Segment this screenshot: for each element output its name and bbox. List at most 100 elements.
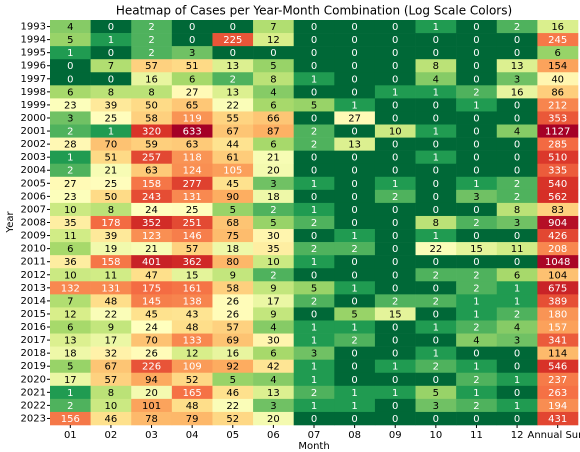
cell-label: 133 <box>183 336 202 347</box>
y-tick-label: 1993 <box>21 22 46 33</box>
cell-label: 2 <box>514 179 520 190</box>
heatmap-cell <box>496 398 538 413</box>
heatmap-cell <box>50 411 91 426</box>
cell-label: 389 <box>548 296 567 307</box>
heatmap-cell <box>293 163 335 178</box>
cell-label: 48 <box>105 296 118 307</box>
cell-label: 6 <box>514 270 520 281</box>
cell-label: 1 <box>433 349 439 360</box>
cell-label: 6 <box>270 100 276 111</box>
cell-label: 13 <box>226 87 239 98</box>
heatmap-cell <box>334 20 376 34</box>
heatmap-cell <box>50 85 91 99</box>
heatmap-cell <box>293 176 335 191</box>
cell-label: 40 <box>551 74 564 85</box>
heatmap-cell <box>90 281 132 295</box>
heatmap-cell <box>253 98 294 112</box>
heatmap-cell <box>415 124 457 138</box>
cell-label: 1 <box>108 35 114 46</box>
cell-label: 154 <box>548 61 567 72</box>
heatmap-cell <box>90 255 132 269</box>
heatmap-cell <box>334 359 376 374</box>
cell-label: 24 <box>145 323 158 334</box>
cell-label: 1 <box>392 87 398 98</box>
cell-label: 2 <box>473 323 479 334</box>
heatmap-cell <box>131 163 173 178</box>
cell-label: 540 <box>548 179 567 190</box>
cell-label: 0 <box>351 218 357 229</box>
heatmap-cell <box>415 20 457 34</box>
heatmap-cell <box>456 359 498 374</box>
cell-label: 158 <box>101 257 120 268</box>
heatmap-cell <box>537 372 579 387</box>
cell-label: 1 <box>473 362 479 373</box>
heatmap-cell <box>50 111 91 125</box>
heatmap-cell <box>293 398 335 413</box>
heatmap-cell <box>293 320 335 334</box>
cell-label: 12 <box>186 349 199 360</box>
heatmap-cell <box>171 150 213 165</box>
heatmap-cell <box>90 46 132 60</box>
heatmap-cell <box>293 20 335 34</box>
y-tick-label: 2001 <box>21 126 46 137</box>
cell-label: 2 <box>351 336 357 347</box>
heatmap-cell <box>131 398 173 413</box>
cell-label: 63 <box>186 140 199 151</box>
heatmap-cell <box>374 163 416 178</box>
y-tick-label: 2000 <box>21 113 46 124</box>
heatmap-cell <box>90 202 132 217</box>
cell-label: 0 <box>351 362 357 373</box>
cell-label: 0 <box>351 61 357 72</box>
cell-label: 0 <box>108 22 114 33</box>
heatmap-cell <box>415 294 457 308</box>
cell-label: 6 <box>67 87 73 98</box>
heatmap-cell <box>131 111 173 125</box>
heatmap-cell <box>537 359 579 374</box>
heatmap-cell <box>50 294 91 308</box>
heatmap-cell <box>131 72 173 86</box>
cell-label: 17 <box>105 336 118 347</box>
heatmap-cell <box>456 176 498 191</box>
cell-label: 86 <box>551 87 564 98</box>
cell-label: 3 <box>311 349 317 360</box>
heatmap-cell <box>212 307 254 321</box>
cell-label: 1 <box>67 48 73 59</box>
cell-label: 4 <box>433 74 439 85</box>
cell-label: 0 <box>392 414 398 425</box>
cell-label: 5 <box>67 35 73 46</box>
heatmap-cell <box>374 189 416 204</box>
heatmap-cell <box>537 33 579 47</box>
cell-label: 5 <box>67 362 73 373</box>
cell-label: 156 <box>61 414 80 425</box>
cell-label: 0 <box>514 100 520 111</box>
cell-label: 25 <box>105 113 118 124</box>
heatmap-cell <box>334 268 376 282</box>
cell-label: 0 <box>514 231 520 242</box>
heatmap-cell <box>415 372 457 387</box>
cell-label: 1 <box>351 401 357 412</box>
heatmap-cell <box>253 242 294 256</box>
y-tick-label: 2005 <box>21 178 46 189</box>
x-tick-label: 09 <box>389 430 402 441</box>
heatmap-cell <box>456 124 498 138</box>
cell-label: 562 <box>548 192 567 203</box>
cell-label: 0 <box>351 22 357 33</box>
cell-label: 42 <box>267 362 280 373</box>
heatmap-cell <box>374 20 416 34</box>
cell-label: 2 <box>514 22 520 33</box>
cell-label: 0 <box>351 270 357 281</box>
cell-label: 0 <box>311 22 317 33</box>
heatmap-cell <box>50 398 91 413</box>
y-tick-label: 2004 <box>21 165 46 176</box>
y-tick-label: 2008 <box>21 218 46 229</box>
cell-label: 6 <box>67 323 73 334</box>
cell-label: 0 <box>351 48 357 59</box>
cell-label: 55 <box>226 113 239 124</box>
cell-label: 11 <box>105 270 118 281</box>
x-tick-label: 11 <box>470 430 483 441</box>
y-tick-label: 1995 <box>21 48 46 59</box>
cell-label: 68 <box>226 218 239 229</box>
cell-label: 4 <box>270 375 276 386</box>
cell-label: 16 <box>145 74 158 85</box>
cell-label: 0 <box>230 22 236 33</box>
